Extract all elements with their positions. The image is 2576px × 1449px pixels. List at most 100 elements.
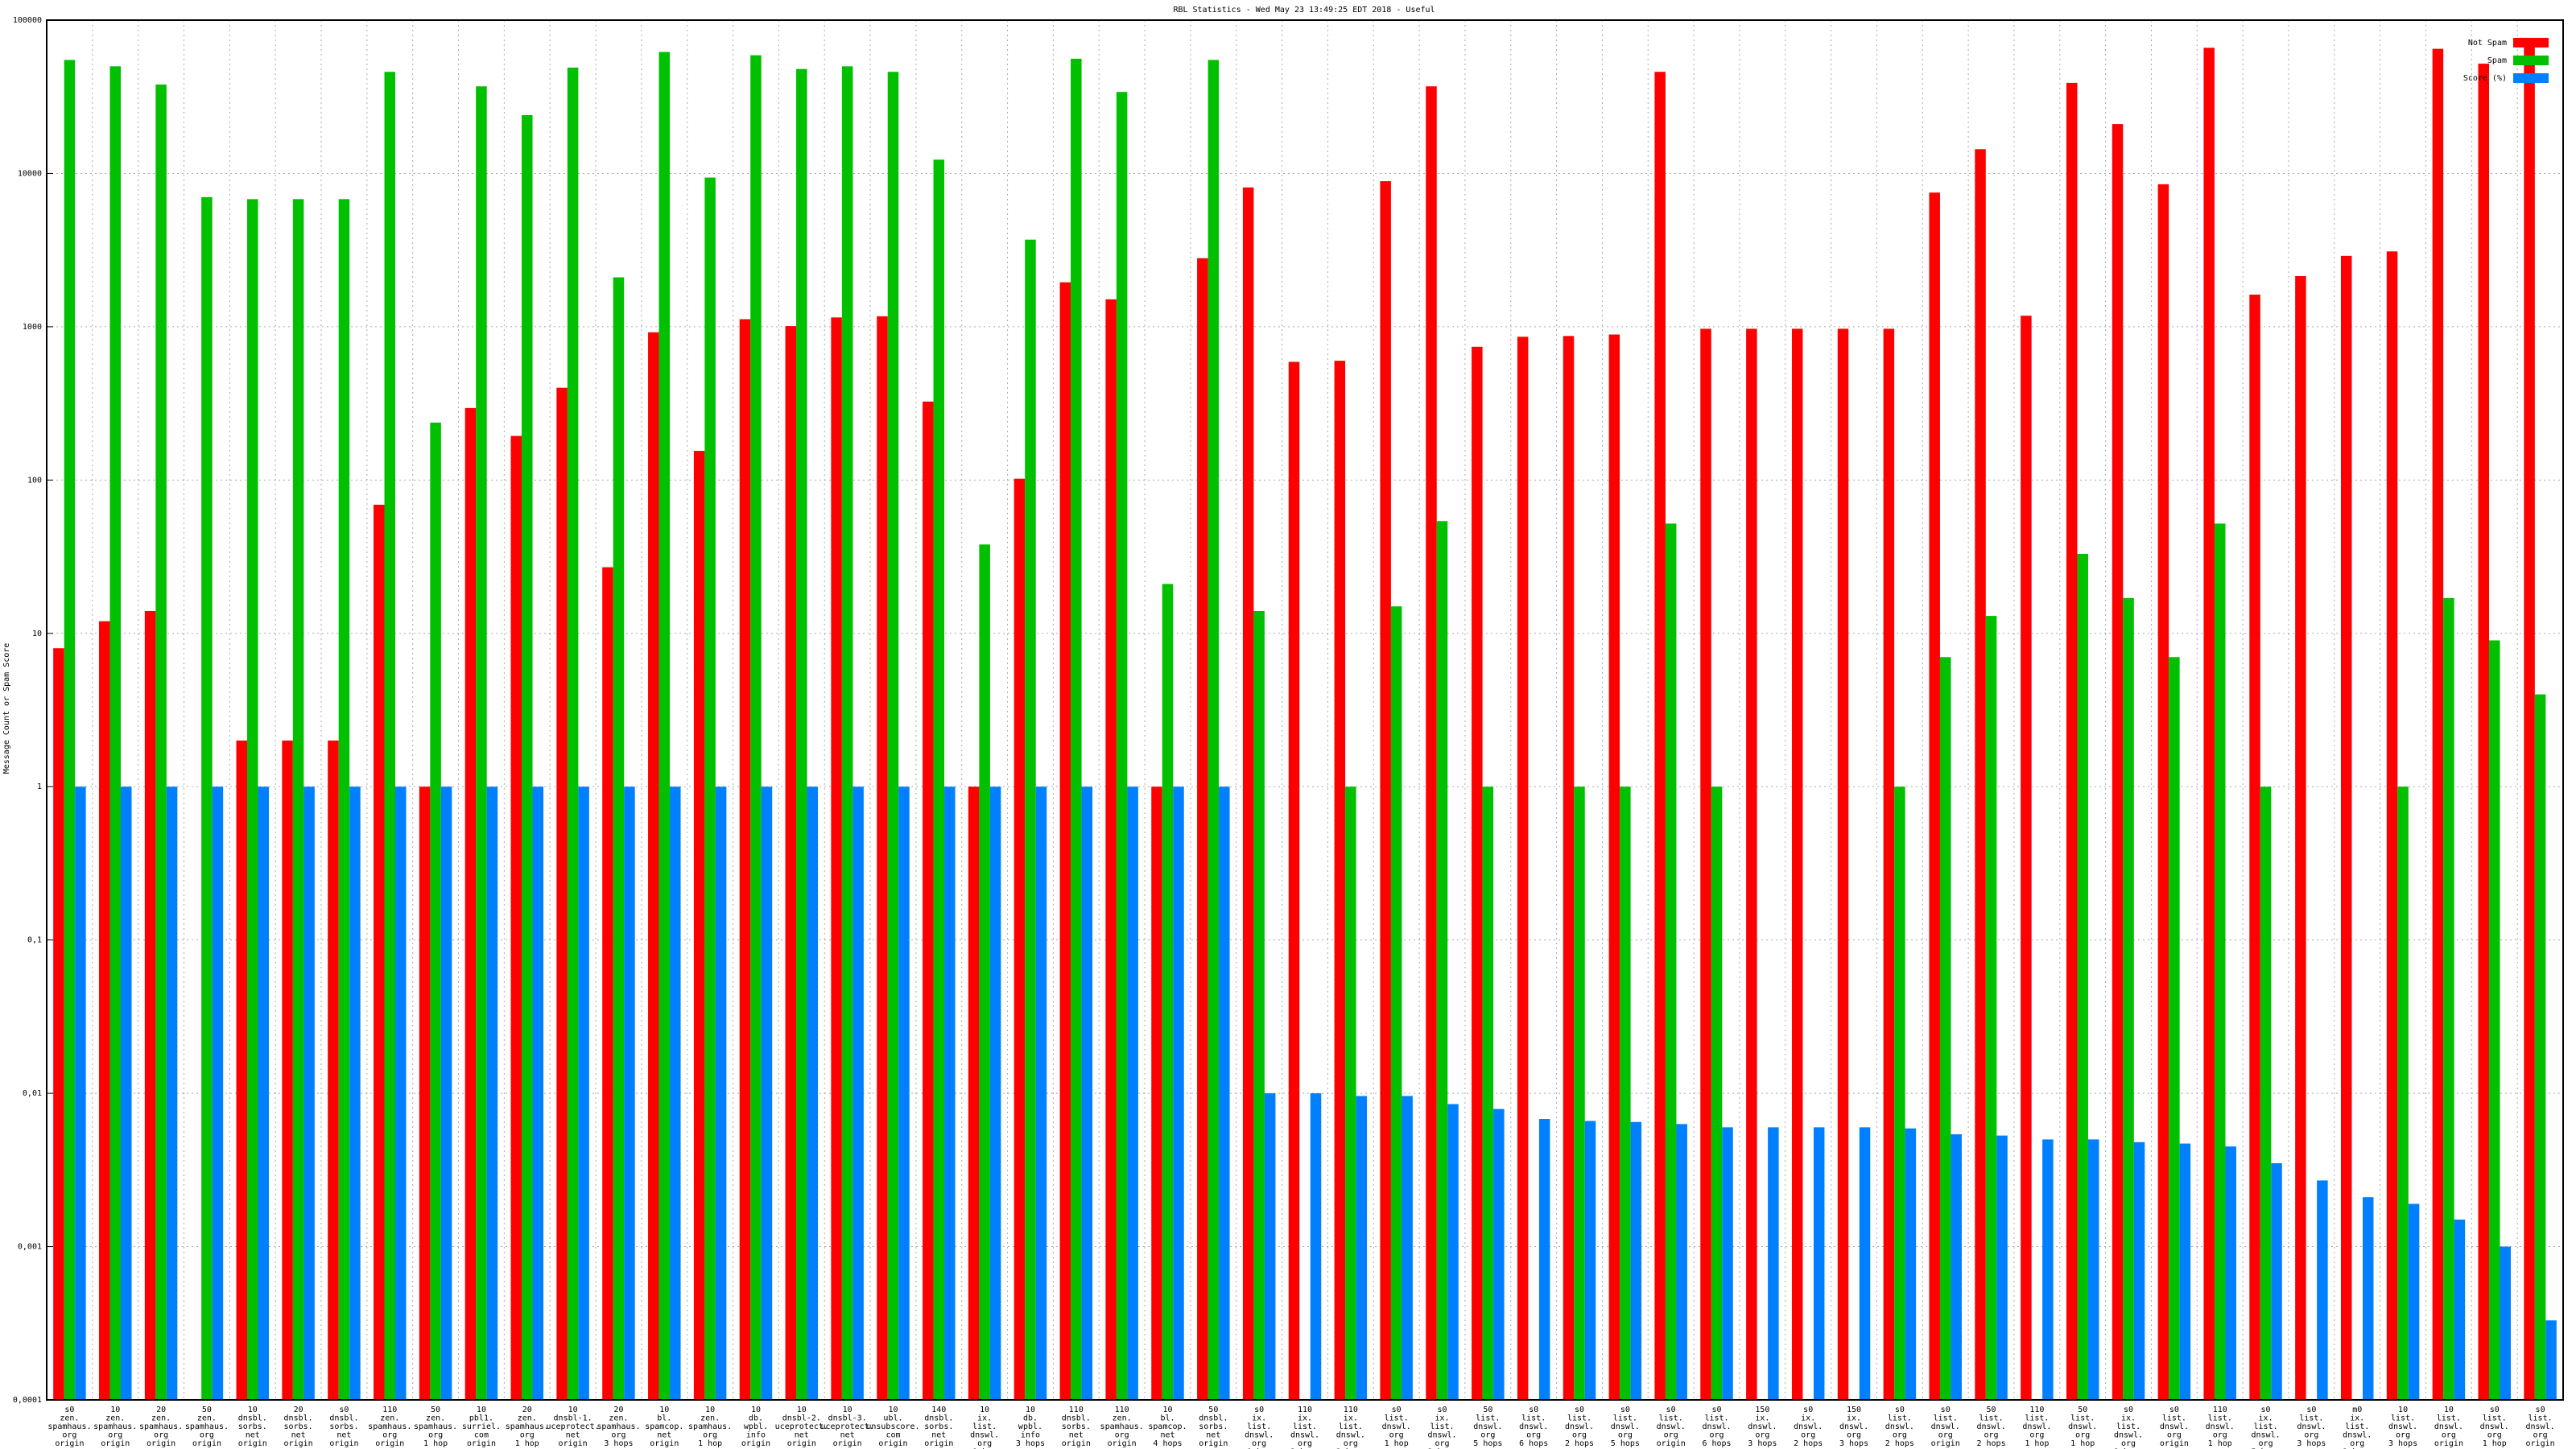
- x-tick-label: s0 ix. dnswl. org 2 hops: [1794, 1406, 1823, 1448]
- bar: [1071, 58, 1082, 1401]
- x-tick-label-line: list.: [1293, 1422, 1317, 1431]
- bar: [2179, 1143, 2191, 1400]
- bar: [1208, 60, 1220, 1400]
- x-tick-label-line: org: [382, 1431, 397, 1440]
- bar: [648, 332, 659, 1401]
- x-tick-label-line: dnswl.: [1336, 1431, 1365, 1440]
- bar: [1939, 657, 1951, 1400]
- bar: [2249, 294, 2260, 1400]
- x-tick-label-line: dnsbl.: [238, 1414, 267, 1423]
- x-tick-label-line: org: [2442, 1431, 2456, 1440]
- x-tick-label-line: 10: [751, 1406, 761, 1414]
- bar: [1574, 786, 1585, 1400]
- x-tick-label-line: origin: [55, 1439, 84, 1448]
- bar: [2454, 1220, 2466, 1400]
- x-tick-label-line: origin: [1931, 1439, 1960, 1448]
- bar: [693, 451, 705, 1400]
- x-tick-label-line: wpbl.: [1018, 1422, 1042, 1431]
- x-tick-label-line: 5 hops: [2252, 1448, 2281, 1449]
- x-tick-label-line: zen.: [518, 1414, 537, 1423]
- bar: [1151, 786, 1162, 1400]
- x-tick-label-line: zen.: [60, 1414, 79, 1423]
- x-tick-label-line: list.: [1521, 1414, 1546, 1423]
- bar: [1883, 328, 1895, 1400]
- bar: [532, 786, 544, 1400]
- x-tick-label-line: 1 hop: [423, 1439, 448, 1448]
- x-tick-label-line: s0: [1895, 1406, 1905, 1414]
- x-tick-label-line: origin: [787, 1439, 816, 1448]
- x-tick-label-line: dnswl.: [1794, 1422, 1823, 1431]
- x-tick-label-line: 1 hop: [2483, 1439, 2507, 1448]
- bar: [1768, 1127, 1779, 1400]
- x-tick-label-line: origin: [2160, 1439, 2189, 1448]
- x-tick-label-line: 1 hop: [2208, 1439, 2232, 1448]
- x-tick-label-line: com: [474, 1431, 489, 1440]
- x-tick-label-line: m0: [2352, 1406, 2362, 1414]
- x-tick-label-line: ix.: [1344, 1414, 1358, 1423]
- x-tick-label-line: db.: [1023, 1414, 1038, 1423]
- bar: [1356, 1096, 1368, 1400]
- x-tick-label-line: 2 hops: [2114, 1448, 2143, 1449]
- x-tick-label: 150 ix. dnswl. org 3 hops: [1748, 1406, 1777, 1448]
- x-tick-label-line: dnswl.: [1702, 1422, 1731, 1431]
- bar: [1975, 149, 1986, 1401]
- bar: [1025, 239, 1036, 1401]
- x-tick-label-line: org: [1389, 1431, 1404, 1440]
- bar: [419, 786, 431, 1400]
- x-tick-label-line: info: [746, 1431, 766, 1440]
- x-tick-label: 10 bl. spamcop. net origin: [645, 1406, 683, 1448]
- x-tick-label-line: 2 hops: [1290, 1448, 1319, 1449]
- x-tick-label-line: org: [2121, 1439, 2136, 1448]
- x-tick-label-line: list.: [2254, 1422, 2278, 1431]
- x-tick-label-line: 20: [156, 1406, 166, 1414]
- x-tick-label-line: s0: [2306, 1406, 2316, 1414]
- bar: [522, 115, 533, 1401]
- y-tick-label: 0,1: [27, 936, 42, 945]
- x-tick-label-line: 10: [1162, 1406, 1172, 1414]
- x-tick-label-line: sorbs.: [1062, 1422, 1091, 1431]
- x-tick-label-line: com: [886, 1431, 900, 1440]
- x-tick-label-line: net: [1206, 1431, 1220, 1440]
- x-tick-label: 20 zen. spamhaus. org 1 hop: [506, 1406, 549, 1448]
- x-tick-label: 150 ix. dnswl. org 3 hops: [1839, 1406, 1868, 1448]
- x-tick-label-line: dnswl.: [2206, 1422, 2235, 1431]
- x-tick-label-line: spamcop.: [645, 1422, 683, 1431]
- x-tick-label-line: org: [1664, 1431, 1678, 1440]
- x-tick-label: s0 list. dnswl. org 1 hop: [1382, 1406, 1411, 1448]
- x-tick-label-line: org: [1984, 1431, 1999, 1440]
- bar: [1563, 336, 1575, 1400]
- y-tick-label: 100: [27, 476, 42, 485]
- x-tick-label-line: 50: [1208, 1406, 1218, 1414]
- bar: [1426, 86, 1437, 1400]
- x-tick-label: s0 list. dnswl. org 3 hops: [2297, 1406, 2326, 1448]
- y-tick-label: 0,01: [23, 1089, 42, 1098]
- x-tick-label: 10 zen. spamhaus. org origin: [93, 1406, 137, 1448]
- x-tick-label-line: dnswl.: [2526, 1422, 2555, 1431]
- bar: [1608, 334, 1620, 1400]
- bar: [510, 436, 522, 1400]
- x-tick-label-line: origin: [329, 1439, 358, 1448]
- x-tick-label-line: list.: [2025, 1414, 2049, 1423]
- x-tick-label: 110 list. dnswl. org 1 hop: [2206, 1406, 2235, 1448]
- legend-label: Not Spam: [2468, 39, 2507, 47]
- bar: [201, 196, 213, 1400]
- x-tick-label-line: org: [611, 1431, 625, 1440]
- x-tick-label-line: s0: [1529, 1406, 1538, 1414]
- bar: [2397, 786, 2409, 1400]
- bar: [2066, 82, 2078, 1400]
- bar: [2123, 597, 2134, 1400]
- bar: [2112, 124, 2124, 1400]
- x-tick-label-line: wpbl.: [744, 1422, 768, 1431]
- bar: [476, 86, 487, 1400]
- bar: [2077, 554, 2088, 1400]
- bar: [2386, 251, 2398, 1401]
- bar: [923, 401, 934, 1400]
- bar: [1929, 192, 1940, 1401]
- x-tick-label-line: s0: [2169, 1406, 2179, 1414]
- x-tick-label: 110 list. dnswl. org 1 hop: [2022, 1406, 2051, 1448]
- x-tick-label-line: 1 hop: [2070, 1439, 2095, 1448]
- x-tick-label-line: ix.: [1847, 1414, 1861, 1423]
- bar: [658, 52, 671, 1401]
- x-tick-label-line: list.: [1339, 1422, 1363, 1431]
- x-tick-label-line: sorbs.: [329, 1422, 358, 1431]
